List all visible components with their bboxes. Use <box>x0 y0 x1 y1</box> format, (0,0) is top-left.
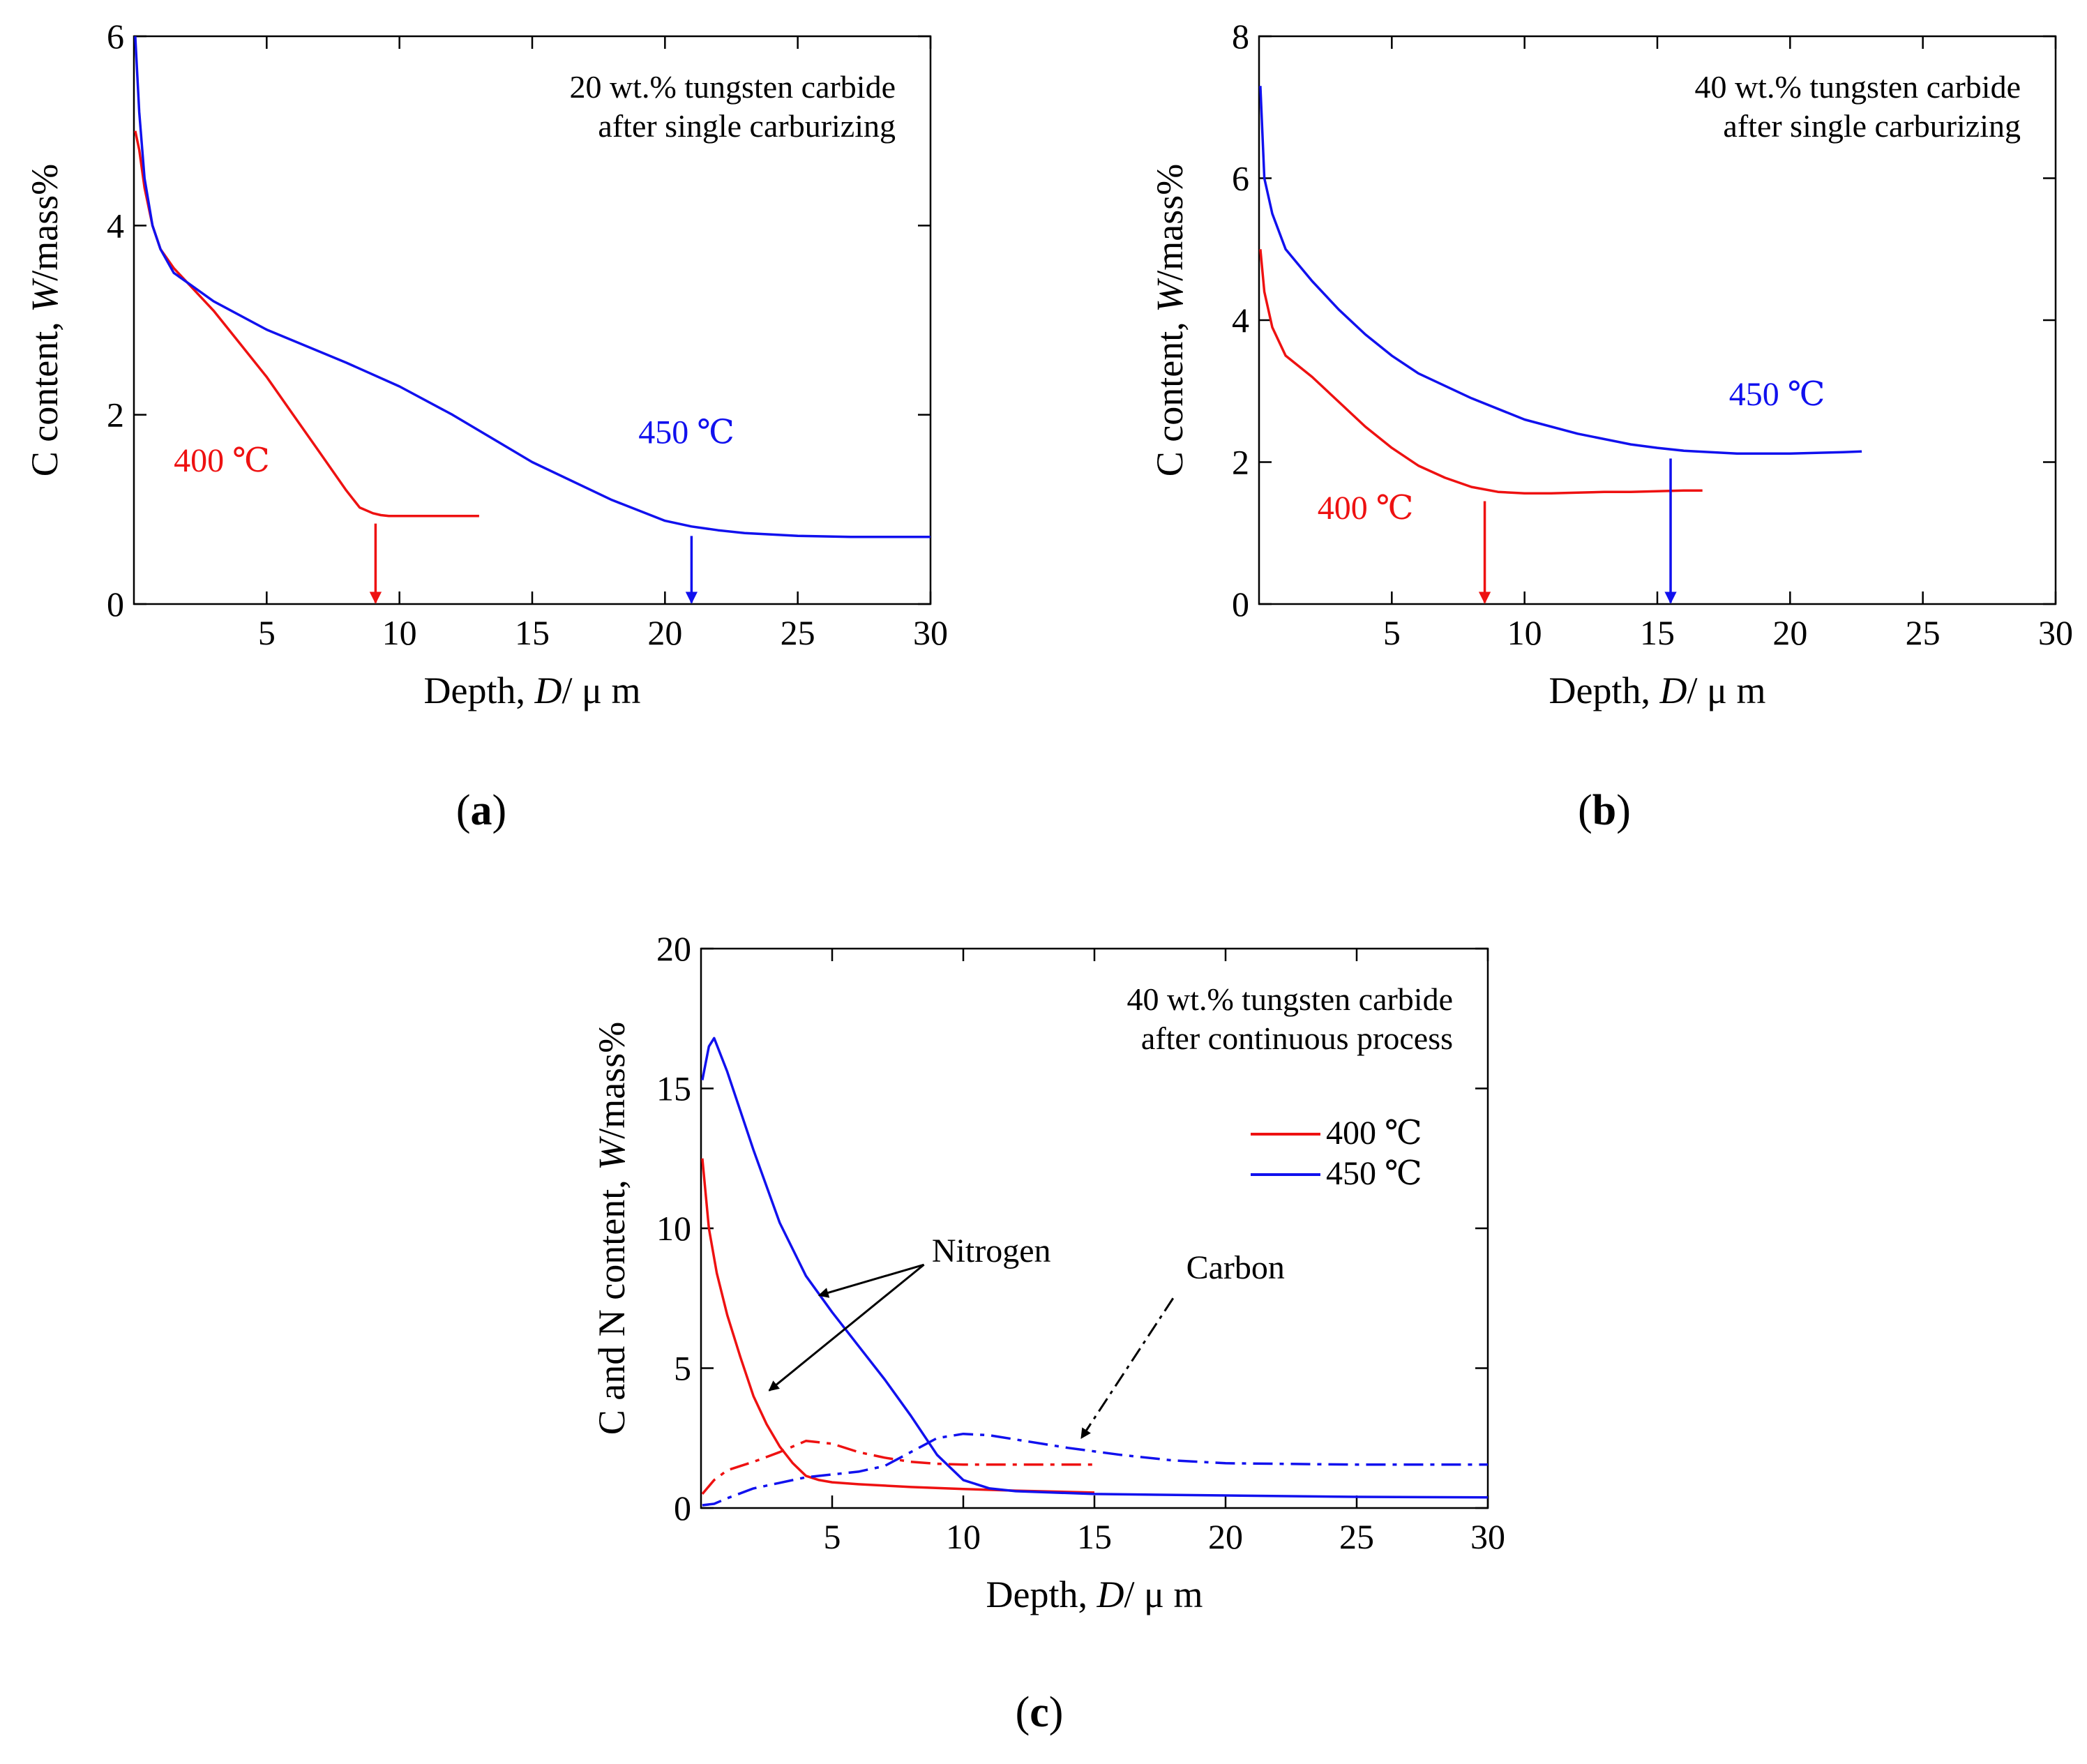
x-tick-label: 20 <box>1208 1517 1243 1556</box>
x-tick-label: 5 <box>824 1517 841 1556</box>
y-tick-label: 2 <box>107 395 124 435</box>
y-axis-label-suffix: /mass% <box>24 164 66 281</box>
series-line-carbon-450- <box>702 1432 1488 1507</box>
y-axis-label-prefix: C and N content, <box>591 1170 633 1435</box>
x-tick-label: 5 <box>1383 613 1401 652</box>
x-tick-label: 15 <box>515 613 550 652</box>
y-tick-label: 4 <box>107 206 124 245</box>
x-axis-label-suffix: / μ m <box>1124 1574 1203 1615</box>
y-tick-label: 6 <box>107 17 124 56</box>
x-axis-label-prefix: Depth, <box>424 670 535 711</box>
panel-label: (c) <box>1016 1689 1064 1736</box>
y-axis-label: C content, W/mass% <box>1149 164 1191 476</box>
panel-label-close-paren: ) <box>1616 787 1631 834</box>
y-tick-label: 5 <box>674 1349 691 1388</box>
x-tick-label: 10 <box>946 1517 981 1556</box>
x-tick-label: 15 <box>1077 1517 1112 1556</box>
x-tick-label: 25 <box>781 613 815 652</box>
panel-label-open-paren: ( <box>1016 1689 1030 1736</box>
annotation-label: 450 ℃ <box>638 414 734 451</box>
x-tick-label: 20 <box>647 613 682 652</box>
x-tick-label: 30 <box>2038 613 2073 652</box>
x-axis-label-suffix: / μ m <box>562 670 641 711</box>
annotation-label: 400 ℃ <box>1318 490 1414 527</box>
panel-label-close-paren: ) <box>1049 1689 1064 1736</box>
y-axis-label: C and N content, W/mass% <box>591 1022 633 1435</box>
legend-label: 450 ℃ <box>1326 1155 1422 1192</box>
x-axis-label-var: D <box>1659 670 1687 711</box>
y-tick-label: 0 <box>674 1488 691 1528</box>
x-axis-label-prefix: Depth, <box>1549 670 1660 711</box>
x-tick-label: 10 <box>382 613 417 652</box>
chart-title-line: after single carburizing <box>598 108 896 144</box>
x-axis-label-var: D <box>1097 1574 1124 1615</box>
y-tick-label: 4 <box>1232 301 1249 340</box>
chart-title-line: 40 wt.% tungsten carbide <box>1127 981 1453 1017</box>
y-axis-label-prefix: C content, <box>24 312 66 476</box>
x-tick-label: 25 <box>1906 613 1941 652</box>
panel-label-letter: c <box>1030 1689 1049 1736</box>
series-line-nitrogen-450- <box>701 1036 1489 1499</box>
x-tick-label: 25 <box>1339 1517 1374 1556</box>
y-tick-label: 15 <box>656 1069 691 1108</box>
pointer-arrow <box>1080 1297 1175 1440</box>
panel-label: (b) <box>1578 787 1631 834</box>
x-axis-label: Depth, D/ μ m <box>1549 670 1766 711</box>
pointer-arrow <box>818 1263 925 1298</box>
chart-title-line: after continuous process <box>1141 1020 1453 1056</box>
y-tick-label: 0 <box>1232 585 1249 624</box>
chart-panel-b: 5 10 15 20 25 30 0 2 4 6 8 Depth, D/ μ m C content, … <box>1149 17 2073 834</box>
x-tick-label: 30 <box>1470 1517 1505 1556</box>
y-tick-label: 6 <box>1232 159 1249 198</box>
series-line-450- <box>134 36 931 538</box>
x-axis-label-prefix: Depth, <box>986 1574 1097 1615</box>
y-axis-label-suffix: /mass% <box>1149 164 1191 281</box>
chart-title-line: after single carburizing <box>1723 108 2021 144</box>
annotation-label: Carbon <box>1186 1249 1285 1286</box>
x-axis-label: Depth, D/ μ m <box>986 1574 1203 1615</box>
legend-label: 400 ℃ <box>1326 1115 1422 1152</box>
panel-label: (a) <box>456 787 506 834</box>
pointer-arrow <box>768 1263 925 1392</box>
panel-label-close-paren: ) <box>492 787 507 834</box>
annotation-label: 450 ℃ <box>1729 376 1825 413</box>
x-tick-label: 20 <box>1772 613 1807 652</box>
y-tick-label: 0 <box>107 585 124 624</box>
y-axis-label: C content, W/mass% <box>24 164 66 476</box>
y-tick-label: 8 <box>1232 17 1249 56</box>
y-axis-label-suffix: /mass% <box>591 1022 633 1139</box>
y-axis-label-var: W <box>591 1136 633 1170</box>
series-line-400- <box>1259 249 1703 495</box>
y-tick-label: 10 <box>656 1209 691 1248</box>
y-axis-label-prefix: C content, <box>1149 312 1191 476</box>
panel-label-letter: b <box>1592 787 1616 834</box>
annotation-label: 400 ℃ <box>174 442 270 479</box>
x-tick-label: 10 <box>1507 613 1542 652</box>
series-line-nitrogen-400- <box>701 1158 1095 1494</box>
x-axis-label: Depth, D/ μ m <box>424 670 641 711</box>
panel-label-letter: a <box>471 787 492 834</box>
x-tick-label: 15 <box>1640 613 1675 652</box>
x-axis-label-var: D <box>534 670 562 711</box>
chart-title-line: 40 wt.% tungsten carbide <box>1694 69 2021 105</box>
chart-title-line: 20 wt.% tungsten carbide <box>569 69 896 105</box>
annotation-label: Nitrogen <box>932 1232 1051 1269</box>
x-tick-label: 5 <box>258 613 276 652</box>
series-line-carbon-400- <box>701 1440 1094 1495</box>
x-tick-label: 30 <box>913 613 948 652</box>
y-tick-label: 20 <box>656 929 691 968</box>
x-axis-label-suffix: / μ m <box>1687 670 1766 711</box>
chart-panel-a: 5 10 15 20 25 30 0 2 4 6 Depth, D/ μ m C content, W… <box>24 17 948 834</box>
y-tick-label: 2 <box>1232 443 1249 482</box>
y-axis-label-var: W <box>24 278 66 312</box>
panel-label-open-paren: ( <box>456 787 471 834</box>
panel-label-open-paren: ( <box>1578 787 1592 834</box>
series-line-450- <box>1259 86 1862 455</box>
y-axis-label-var: W <box>1149 278 1191 312</box>
